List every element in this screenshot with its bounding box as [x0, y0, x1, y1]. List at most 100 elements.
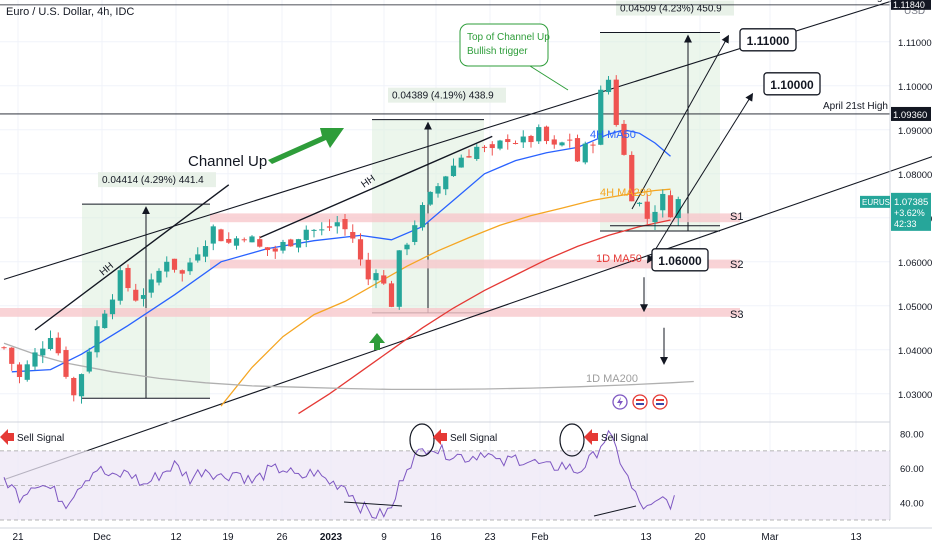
candle-body	[629, 154, 635, 202]
candle-body	[109, 299, 116, 315]
time-tick-label: 21	[12, 532, 24, 543]
current-price-text: 1.07385	[894, 197, 928, 208]
candle-body	[559, 142, 565, 146]
price-tick-label: 1.04000	[898, 346, 932, 357]
time-tick-label: 20	[694, 532, 706, 543]
candle-body	[179, 270, 185, 274]
candle-body	[9, 347, 15, 364]
flag-stripe-icon	[636, 403, 644, 405]
candle-body	[350, 232, 356, 239]
candle-body	[187, 262, 193, 272]
candle-body	[605, 79, 612, 93]
candle-body	[357, 239, 364, 260]
horizontal-line-label: April 21st High	[823, 101, 888, 112]
candle-body	[202, 246, 209, 257]
sell-signal-label: Sell Signal	[17, 433, 64, 444]
support-zone-s3	[0, 308, 740, 317]
sell-arrow-icon	[584, 429, 598, 445]
candle-body	[396, 250, 402, 307]
rsi-tick-label: 60.00	[900, 464, 924, 475]
candle-body	[388, 283, 395, 307]
time-tick-label: 19	[222, 532, 234, 543]
time-tick-label: Mar	[761, 532, 779, 543]
candle-body	[303, 229, 309, 240]
price-tick-label: 1.08000	[898, 170, 932, 181]
ma50-4h-label: 4H MA50	[590, 129, 636, 141]
candle-body	[536, 127, 542, 142]
candle-body	[334, 222, 340, 227]
sell-signal-label: Sell Signal	[601, 433, 648, 444]
candle-body	[319, 229, 325, 231]
candle-body	[218, 229, 224, 242]
candle-body	[520, 136, 526, 143]
channel-up-arrow	[268, 128, 344, 164]
march-high-badge-text: 1.11840	[893, 0, 925, 10]
target-label: 1.06000	[658, 254, 702, 268]
price-tick-label: 1.05000	[898, 302, 932, 313]
rsi-tick-label: 40.00	[900, 499, 924, 510]
time-tick-label: Feb	[531, 532, 549, 543]
ma-line	[220, 188, 671, 407]
candle-body	[505, 139, 511, 143]
rsi-tick-label: 80.00	[900, 430, 924, 441]
target-arrow	[631, 34, 729, 210]
measurement-zone	[600, 32, 720, 232]
candle-body	[365, 259, 371, 280]
candle-body	[342, 219, 348, 230]
candle-body	[78, 374, 85, 397]
candle-body	[528, 135, 534, 143]
candle-body	[489, 144, 495, 149]
target-box	[651, 248, 709, 272]
candle-body	[226, 238, 232, 243]
candle-body	[241, 239, 247, 241]
candle-body	[311, 229, 317, 231]
candle-body	[94, 326, 100, 353]
time-tick-label: 12	[170, 532, 182, 543]
candle-body	[466, 156, 472, 158]
candle-body	[381, 275, 387, 284]
candle-body	[233, 238, 240, 246]
candle-body	[667, 195, 674, 218]
callout-box	[459, 23, 549, 67]
candle-body	[117, 270, 123, 301]
april-high-badge-text: 1.09360	[893, 110, 927, 121]
candle-body	[257, 239, 263, 247]
time-tick-label: 9	[381, 532, 387, 543]
price-tick-label: 1.11000	[898, 38, 932, 49]
candle-body	[481, 146, 488, 148]
us-flag-event-icon	[632, 394, 648, 410]
candle-body	[71, 377, 77, 396]
candle-body	[621, 123, 627, 155]
candle-body	[450, 165, 457, 177]
current-price-badge	[891, 192, 931, 231]
time-tick-label: 13	[640, 532, 652, 543]
price-tick-label: 1.09000	[898, 126, 932, 137]
candle-body	[63, 350, 69, 377]
candle-body	[551, 139, 557, 145]
rsi-peak-circle	[409, 423, 435, 457]
candle-body	[171, 258, 178, 270]
channel-line	[34, 184, 230, 331]
measurement-label-bg	[388, 87, 506, 103]
candle-body	[590, 144, 596, 146]
symbol-badge-text: EURUSD	[862, 198, 896, 207]
symbol-title: Euro / U.S. Dollar, 4h, IDC	[6, 6, 135, 18]
candle-body	[148, 279, 154, 293]
candle-body	[86, 351, 92, 372]
price-tick-label: 1.06000	[898, 258, 932, 269]
support-zone-s1	[210, 213, 740, 223]
time-tick-label: 26	[276, 532, 288, 543]
candle-body	[644, 201, 650, 219]
candle-body	[295, 239, 302, 248]
ma200-4h-label: 4H MA200	[600, 187, 652, 199]
candle-body	[140, 295, 147, 299]
horizontal-line-label: March 31st High	[815, 0, 888, 3]
target-box	[739, 28, 797, 52]
callout-pointer	[529, 65, 569, 91]
channel-line	[3, 0, 897, 280]
callout-line-1: Top of Channel Up	[467, 32, 550, 43]
time-tick-label: 13	[850, 532, 862, 543]
candle-body	[419, 205, 426, 228]
countdown-text: 42:33	[894, 219, 917, 229]
